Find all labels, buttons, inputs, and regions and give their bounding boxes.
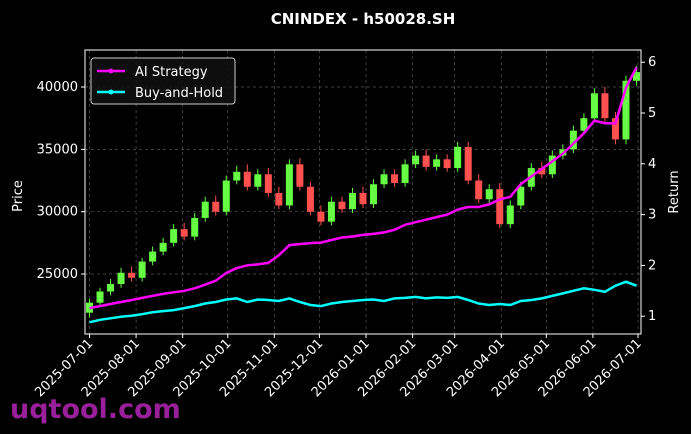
candle-body [412,155,420,165]
y2-tick-label: 1 [648,309,656,324]
return-line [89,280,637,324]
y-axis-label: Price [11,180,26,212]
candle-body [601,93,609,119]
candle-body [359,192,367,205]
candle-body [296,164,304,187]
candle-body [632,72,640,81]
candle-body [464,146,472,181]
candle-body [548,155,556,175]
legend: AI Strategy Buy-and-Hold [90,57,236,105]
candle-body [611,118,619,140]
candle-body [538,168,546,175]
y2-axis-label: Return [667,170,682,213]
watermark: uqtool.com [10,394,181,425]
candle-body [443,159,451,169]
candle-body [517,186,525,206]
legend-marker [108,68,114,74]
candle-body [191,217,199,237]
candle-body [264,174,272,193]
candle-body [254,174,262,187]
candle-body [580,118,588,131]
candle-body [233,171,241,181]
candle-body [149,251,157,262]
candle-body [380,174,388,185]
y-tick-label: 35000 [37,142,78,157]
y2-tick-label: 4 [648,157,656,172]
candle-body [422,155,430,167]
y2-tick-label: 5 [648,106,656,121]
candle-body [496,189,504,225]
legend-label: Buy-and-Hold [135,86,223,101]
candle-body [433,159,441,167]
candle-body [201,201,209,218]
legend-marker [108,89,114,95]
y-tick-label: 40000 [37,80,78,95]
candle-body [475,180,483,200]
candle-body [117,272,125,285]
candle-body [170,229,178,243]
candle-body [96,291,104,303]
candle-body [327,201,335,222]
candle-body [180,229,188,237]
candle-body [590,93,598,119]
candle-body [285,164,293,206]
candle-body [212,201,220,212]
y2-tick-label: 2 [648,258,656,273]
chart-title: CNINDEX - h50028.SH [271,10,456,28]
candle-body [485,189,493,200]
candle-body [391,174,399,184]
y-tick-label: 25000 [37,267,78,282]
candle-body [622,80,630,140]
candle-body [128,272,136,278]
candle-body [370,184,378,205]
legend-label: AI Strategy [135,65,208,80]
legend-box [90,57,236,105]
candle-body [338,201,346,210]
candle-body [243,171,251,187]
candle-body [569,130,577,150]
return-line [89,66,638,310]
candle-body [306,186,314,212]
candle-body [275,192,283,206]
candle-body [138,261,146,278]
candle-body [454,146,462,169]
candle-body [401,164,409,184]
candle-body [317,211,325,222]
y-tick-label: 30000 [37,205,78,220]
candle-body [348,192,356,210]
plot-frame [84,49,642,335]
candle-body [107,284,115,292]
candle-body [222,180,230,212]
y2-tick-label: 3 [648,208,656,223]
candle-body [159,242,167,252]
y2-tick-label: 6 [648,55,656,70]
candle-body [506,205,514,225]
